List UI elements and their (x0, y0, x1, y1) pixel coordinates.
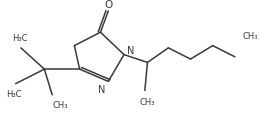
Text: CH₃: CH₃ (52, 101, 68, 109)
Text: H₃C: H₃C (7, 89, 22, 98)
Text: O: O (104, 0, 112, 10)
Text: CH₃: CH₃ (243, 32, 258, 41)
Text: H₃C: H₃C (12, 34, 27, 43)
Text: N: N (127, 46, 134, 56)
Text: CH₃: CH₃ (140, 97, 155, 106)
Text: N: N (98, 85, 105, 94)
